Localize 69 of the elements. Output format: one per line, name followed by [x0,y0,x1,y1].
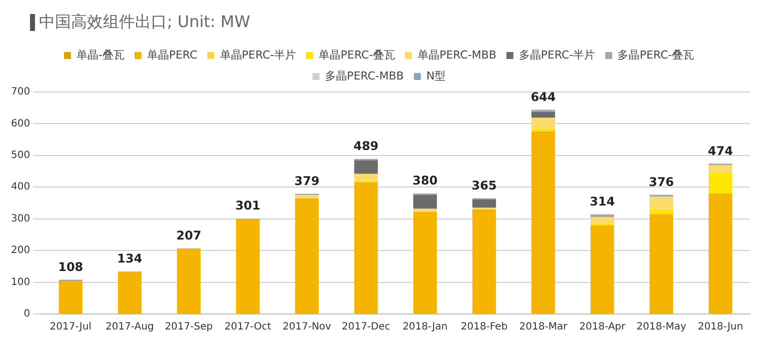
legend-label: 单晶PERC-半片 [220,48,296,62]
bar [531,112,556,118]
y-tick-label: 0 [24,308,30,320]
bar [650,209,674,214]
bar [531,131,556,314]
bar [413,194,437,209]
bar [354,160,378,174]
x-tick-label: 2018-Feb [460,322,508,333]
y-tick-label: 400 [10,182,30,193]
legend-label: 单晶PERC [146,48,198,62]
legend-label: 多晶PERC-MBB [324,69,404,82]
bar [590,225,614,314]
total-label: 301 [235,198,260,213]
bar [708,193,732,314]
bar [531,128,556,132]
bar [58,281,82,314]
bar [472,200,496,208]
bar [354,174,378,181]
x-tick-label: 2017-Oct [224,322,272,333]
bar [295,195,319,198]
y-tick-label: 100 [10,276,30,288]
x-tick-label: 2017-Aug [106,322,154,333]
bar [708,172,732,194]
y-tick-label: 600 [10,118,30,130]
bar [590,214,614,217]
total-label: 380 [412,174,438,188]
x-tick-label: 2017-Nov [282,322,332,333]
x-tick-label: 2018-Jan [402,322,448,333]
y-tick-label: 700 [10,86,30,98]
legend-label: N型 [426,69,446,82]
bar [472,209,496,314]
bar [650,214,674,314]
total-label: 474 [708,144,733,158]
x-tick-label: 2017-Jul [50,322,92,333]
bar [708,164,732,173]
total-label: 314 [590,194,615,209]
bar [650,196,674,210]
bar [236,218,260,314]
bar [118,272,142,314]
x-tick-label: 2017-Sep [164,322,213,333]
total-label: 379 [294,174,320,188]
bar [295,198,319,314]
bar [531,118,556,129]
y-tick-label: 300 [10,213,30,224]
total-label: 207 [176,228,202,242]
total-label: 365 [472,178,497,192]
bar [413,212,437,314]
y-tick-label: 500 [10,150,30,162]
total-label: 489 [353,139,379,154]
bar [354,182,378,314]
total-label: 644 [530,90,556,104]
x-tick-label: 2018-Jun [698,322,744,333]
bar [590,216,614,224]
legend-label: 单晶PERC-MBB [417,48,496,62]
legend-label: 多晶PERC-叠瓦 [618,48,694,62]
legend-label: 多晶PERC-半片 [518,48,596,62]
x-tick-label: 2018-Apr [579,322,626,333]
x-tick-label: 2018-May [636,322,686,333]
x-tick-label: 2018-Mar [519,322,568,333]
chart-title: 中国高效组件出口; Unit: MW [39,12,250,32]
total-label: 134 [117,252,142,266]
legend-label: 单晶PERC-叠瓦 [318,48,395,62]
total-label: 376 [648,174,674,189]
y-tick-label: 200 [10,245,30,256]
bar [413,208,437,212]
total-label: 108 [58,260,84,274]
x-tick-label: 2017-Dec [342,322,390,333]
bar [176,248,201,314]
legend-label: 单晶-叠瓦 [76,48,124,62]
